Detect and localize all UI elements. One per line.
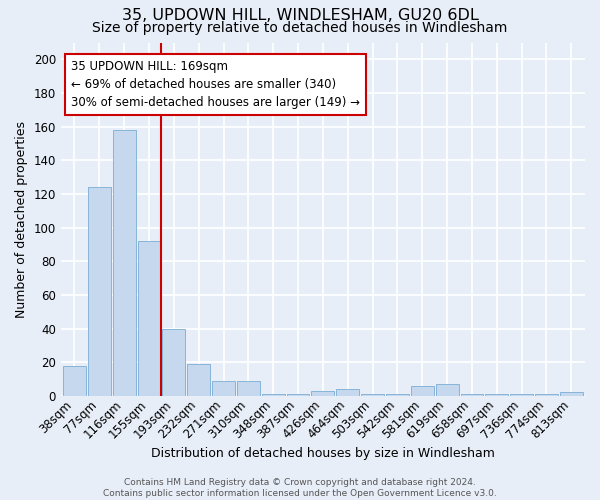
Bar (88, 187, 111, 396)
Bar (510, 394, 533, 396)
Bar (311, 391, 334, 396)
Bar (386, 394, 409, 396)
Text: 35, UPDOWN HILL, WINDLESHAM, GU20 6DL: 35, UPDOWN HILL, WINDLESHAM, GU20 6DL (122, 8, 478, 22)
Text: Contains HM Land Registry data © Crown copyright and database right 2024.
Contai: Contains HM Land Registry data © Crown c… (103, 478, 497, 498)
X-axis label: Distribution of detached houses by size in Windlesham: Distribution of detached houses by size … (151, 447, 495, 460)
Bar (436, 384, 458, 396)
Bar (411, 386, 434, 396)
Bar (461, 394, 484, 396)
Bar (163, 328, 185, 396)
Bar (63, 366, 86, 396)
Bar (137, 241, 160, 396)
Bar (287, 394, 310, 396)
Bar (361, 394, 384, 396)
Bar (485, 394, 508, 396)
Bar (237, 380, 260, 396)
Bar (212, 380, 235, 396)
Bar (262, 394, 284, 396)
Bar (560, 392, 583, 396)
Y-axis label: Number of detached properties: Number of detached properties (15, 120, 28, 318)
Text: 35 UPDOWN HILL: 169sqm
← 69% of detached houses are smaller (340)
30% of semi-de: 35 UPDOWN HILL: 169sqm ← 69% of detached… (71, 60, 360, 109)
Bar (535, 394, 558, 396)
Bar (337, 389, 359, 396)
Bar (113, 130, 136, 396)
Bar (187, 364, 210, 396)
Text: Size of property relative to detached houses in Windlesham: Size of property relative to detached ho… (92, 21, 508, 35)
